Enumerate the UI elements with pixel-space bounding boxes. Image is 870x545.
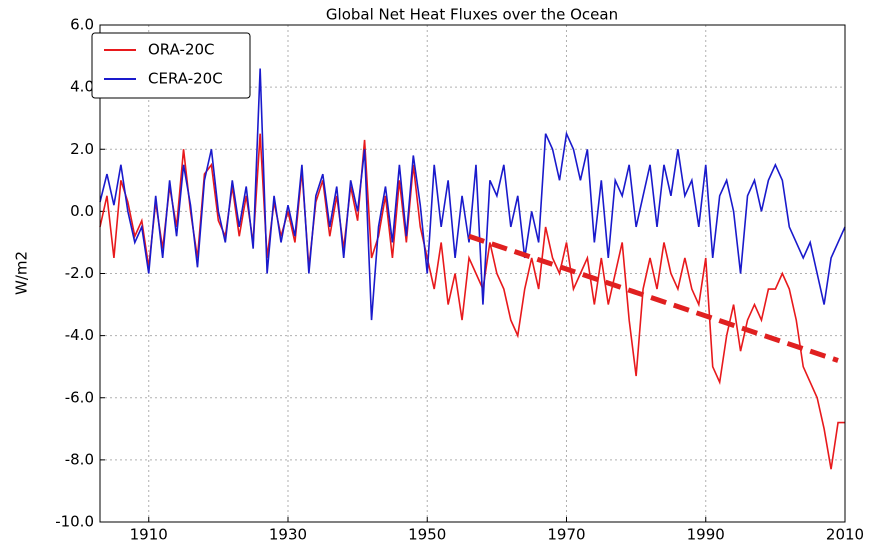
y-tick-label: 4.0 [70,78,94,96]
legend-label: ORA-20C [148,41,215,59]
x-tick-label: 1910 [130,526,168,544]
series-line [99,133,845,470]
plot-frame [99,24,846,523]
x-tick-label: 1950 [408,526,446,544]
y-axis-label: W/m2 [13,251,31,295]
x-tick-label: 1930 [269,526,307,544]
y-tick-label: 2.0 [70,140,94,158]
x-tick-label: 1990 [687,526,725,544]
chart-title: Global Net Heat Fluxes over the Ocean [326,6,618,24]
y-tick-label: -4.0 [65,326,94,344]
y-tick-label: -2.0 [65,264,94,282]
trend-line [468,233,839,363]
y-tick-label: -6.0 [65,388,94,406]
legend: ORA-20C CERA-20C [91,32,251,99]
y-tick-label: -8.0 [65,450,94,468]
legend-label: CERA-20C [148,70,223,88]
x-tick-label: 1970 [547,526,585,544]
y-tick-label: -10.0 [55,513,94,531]
x-tick-label: 2010 [826,526,864,544]
y-tick-label: 6.0 [70,16,94,34]
y-tick-label: 0.0 [70,202,94,220]
series-line [99,68,846,321]
